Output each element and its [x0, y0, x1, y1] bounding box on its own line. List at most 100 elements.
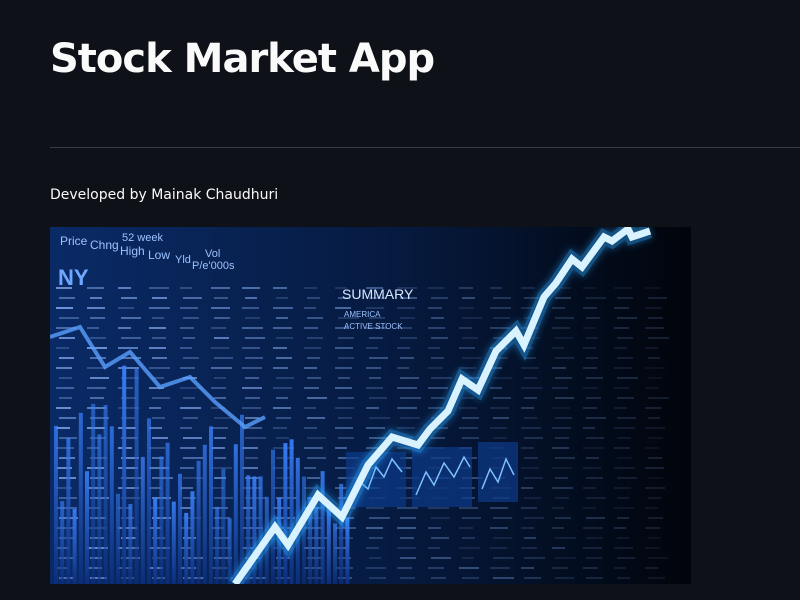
ticker-digit	[273, 307, 293, 309]
ticker-digit	[648, 437, 663, 439]
ticker-digit	[273, 367, 288, 369]
ticker-digit	[87, 487, 104, 489]
ticker-digit	[211, 367, 232, 369]
title-divider	[50, 147, 800, 148]
ticker-digit	[118, 427, 136, 429]
ticker-digit	[583, 347, 596, 349]
ticker-digit	[369, 557, 381, 559]
ticker-digit	[214, 317, 230, 319]
ticker-digit	[276, 337, 293, 339]
ticker-bar	[333, 523, 337, 584]
ticker-digit	[490, 327, 510, 329]
ticker-digit	[183, 477, 203, 479]
ticker-digit	[276, 477, 289, 479]
ticker-digit	[645, 427, 665, 429]
ticker-digit	[90, 317, 105, 319]
ticker-digit	[521, 507, 537, 509]
ticker-digit	[493, 397, 511, 399]
ticker-digit	[121, 457, 139, 459]
ticker-digit	[121, 417, 135, 419]
ticker-digit	[369, 437, 390, 439]
ticker-digit	[431, 297, 448, 299]
ticker-digit	[214, 377, 226, 379]
ticker-digit	[645, 367, 665, 369]
ticker-digit	[180, 427, 192, 429]
ticker-digit	[617, 317, 637, 319]
ticker-digit	[552, 547, 565, 549]
label-52week: 52 week	[122, 232, 163, 244]
ticker-bar	[54, 425, 58, 584]
ticker-digit	[614, 287, 632, 289]
ticker-digit	[307, 317, 323, 319]
label-low: Low	[148, 248, 170, 262]
ticker-digit	[648, 577, 665, 579]
ticker-bar	[326, 504, 331, 584]
ticker-digit	[462, 397, 474, 399]
ticker-digit	[149, 467, 169, 469]
ticker-digit	[180, 307, 198, 309]
ticker-bar	[140, 456, 145, 584]
ticker-digit	[152, 397, 170, 399]
label-summary: SUMMARY	[342, 286, 414, 302]
ticker-digit	[555, 577, 574, 579]
ticker-digit	[614, 387, 629, 389]
ticker-digit	[555, 337, 573, 339]
ticker-digit	[586, 337, 598, 339]
ticker-digit	[366, 427, 385, 429]
ticker-digit	[617, 397, 634, 399]
ticker-digit	[183, 437, 202, 439]
ticker-digit	[459, 527, 473, 529]
ticker-digit	[490, 407, 509, 409]
ticker-digit	[180, 287, 192, 289]
ticker-digit	[586, 477, 603, 479]
ticker-bar	[240, 414, 244, 584]
ticker-digit	[397, 507, 418, 509]
ticker-digit	[648, 317, 663, 319]
ticker-digit	[118, 307, 134, 309]
mini-chart-line-3	[481, 457, 515, 490]
ticker-digit	[583, 567, 598, 569]
ticker-digit	[552, 387, 568, 389]
ticker-digit	[211, 487, 224, 489]
ticker-digit	[87, 467, 104, 469]
ticker-digit	[648, 517, 663, 519]
ticker-digit	[645, 327, 664, 329]
ticker-digit	[214, 437, 226, 439]
ticker-digit	[149, 387, 164, 389]
ticker-digit	[614, 367, 632, 369]
ticker-digit	[245, 337, 265, 339]
ticker-digit	[304, 387, 319, 389]
ticker-digit	[121, 437, 137, 439]
ticker-digit	[617, 417, 636, 419]
ticker-digit	[56, 447, 74, 449]
ticker-bar	[122, 365, 127, 584]
label-yld: Yld	[175, 254, 191, 266]
ticker-bar	[252, 476, 257, 584]
ticker-digit	[152, 317, 164, 319]
ticker-digit	[59, 397, 72, 399]
ticker-digit	[617, 557, 635, 559]
ticker-digit	[118, 407, 139, 409]
ticker-digit	[521, 567, 534, 569]
ticker-digit	[335, 307, 351, 309]
ticker-digit	[121, 517, 134, 519]
ticker-digit	[211, 287, 230, 289]
ticker-digit	[400, 557, 416, 559]
ticker-digit	[307, 457, 326, 459]
ticker-digit	[459, 367, 476, 369]
ticker-bar	[209, 426, 213, 584]
ticker-digit	[490, 307, 511, 309]
ticker-digit	[242, 347, 260, 349]
ticker-digit	[617, 517, 629, 519]
ticker-digit	[121, 577, 134, 579]
ticker-digit	[524, 377, 537, 379]
ticker-digit	[245, 377, 259, 379]
ticker-digit	[431, 317, 444, 319]
ticker-digit	[56, 427, 70, 429]
ticker-digit	[307, 437, 326, 439]
ticker-bar	[283, 443, 288, 584]
ticker-digit	[521, 427, 541, 429]
ticker-digit	[586, 457, 599, 459]
ticker-digit	[90, 537, 104, 539]
ticker-digit	[180, 467, 194, 469]
